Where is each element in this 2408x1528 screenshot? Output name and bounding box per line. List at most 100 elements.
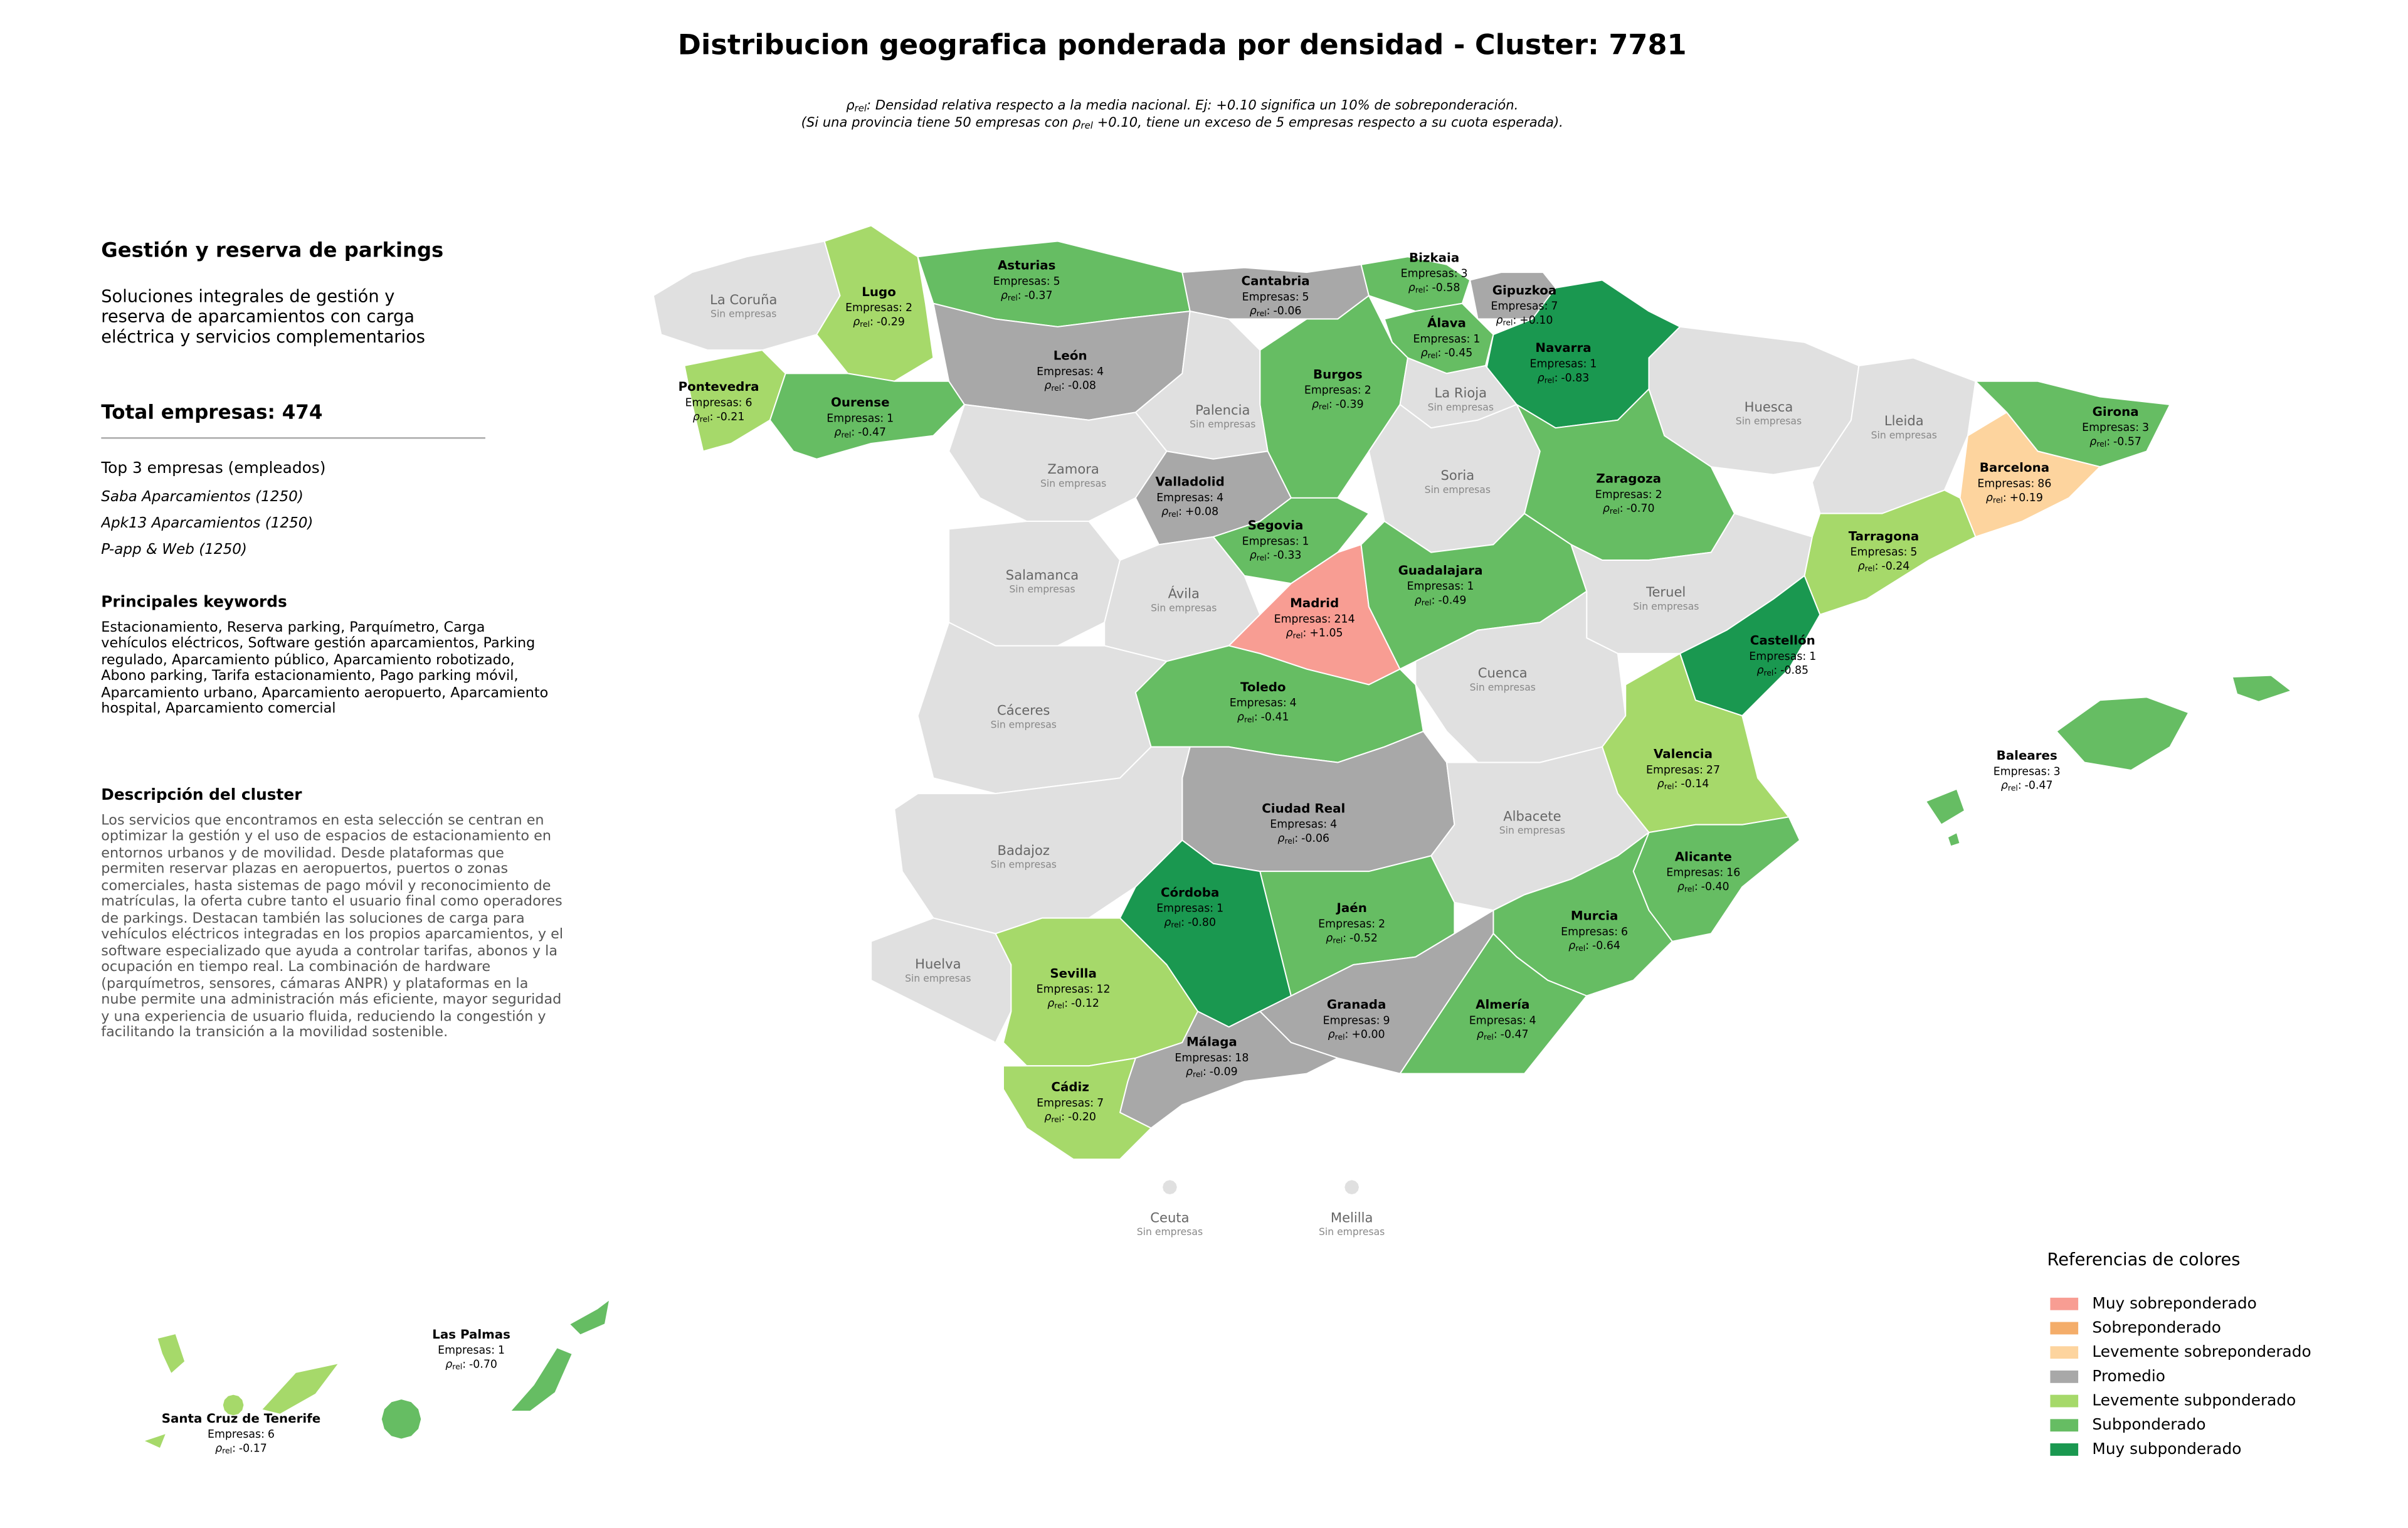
province-rho: ρrel: -0.14 <box>1657 778 1709 790</box>
rho-sep: : <box>2106 436 2110 448</box>
rho-sub: rel <box>1319 401 1329 411</box>
province-name: Ávila <box>1168 586 1200 602</box>
count-value: 4 <box>1290 697 1297 709</box>
rho-value: +0.19 <box>2010 492 2043 504</box>
province-shape <box>142 1432 167 1450</box>
legend-swatch <box>2050 1297 2079 1310</box>
province-count: Empresas: 3 <box>1401 268 1468 280</box>
count-value: 1 <box>1302 535 1309 548</box>
province-name: Navarra <box>1535 341 1591 355</box>
rho-symbol: ρ <box>1001 289 1008 302</box>
province-count: Empresas: 214 <box>1274 613 1355 625</box>
rho-sep: : <box>1178 506 1182 518</box>
province-count: Empresas: 7 <box>1037 1097 1104 1110</box>
province-name: La Coruña <box>710 292 777 307</box>
province-empty: Sin empresas <box>1871 430 1937 441</box>
province-shape <box>1360 256 1471 312</box>
rho-value: +0.08 <box>1185 506 1218 518</box>
rho-sep: : <box>1513 314 1516 327</box>
legend-swatch <box>2050 1443 2079 1456</box>
rho-sep: : <box>1674 778 1678 790</box>
province-name: Castellón <box>1750 634 1815 648</box>
rho-sep: : <box>1585 940 1589 952</box>
province-rho: ρrel: +1.05 <box>1286 627 1343 640</box>
cluster-text: Los servicios que encontramos en esta se… <box>101 813 564 1042</box>
province-shape <box>1946 832 1961 847</box>
rho-value: -0.12 <box>1071 997 1099 1010</box>
province-rho: ρrel: -0.12 <box>1047 997 1099 1010</box>
legend-label: Promedio <box>2092 1367 2165 1385</box>
legend-swatch <box>2050 1322 2079 1335</box>
province-name: Zamora <box>1047 461 1099 477</box>
province-name: Baleares <box>1997 748 2057 763</box>
province-rho: ρrel: -0.49 <box>1415 595 1467 607</box>
count-label: Empresas: <box>1323 1014 1380 1027</box>
province-empty: Sin empresas <box>1425 484 1491 496</box>
rho-sub: rel <box>855 103 867 114</box>
rho-sub: rel <box>1610 506 1620 515</box>
rho-sub: rel <box>222 1446 232 1455</box>
province-count: Empresas: 9 <box>1323 1014 1390 1027</box>
count-value: 6 <box>1621 926 1628 938</box>
rho-value: -0.47 <box>2025 780 2053 792</box>
province-shape <box>221 1393 245 1417</box>
province-count: Empresas: 2 <box>1318 918 1385 931</box>
rho-sep: : <box>2018 780 2022 792</box>
rho-value: -0.58 <box>1432 282 1460 294</box>
rho-symbol: ρ <box>1044 379 1051 392</box>
rho-symbol: ρ <box>1286 627 1293 640</box>
rho-symbol: ρ <box>1161 506 1168 518</box>
panel: Gestión y reserva de parkings Soluciones… <box>101 240 568 1043</box>
rho-sub: rel <box>1545 375 1555 385</box>
rho-sub: rel <box>1415 285 1425 294</box>
count-value: 27 <box>1706 764 1720 777</box>
province-shape <box>2056 696 2190 771</box>
province-count: Empresas: 3 <box>2082 422 2149 434</box>
rho-symbol: ρ <box>1164 916 1171 929</box>
rho-sep: : <box>232 1442 236 1455</box>
legend-title: Referencias de colores <box>2047 1250 2240 1270</box>
count-label: Empresas: <box>1666 867 1723 879</box>
rho-symbol: ρ <box>1044 1111 1051 1123</box>
province-name: Almería <box>1476 997 1529 1012</box>
province-rho: ρrel: +0.00 <box>1328 1029 1385 1041</box>
rho-symbol: ρ <box>2089 436 2096 448</box>
province-name: Palencia <box>1195 402 1250 418</box>
rho-sub: rel <box>1428 350 1438 359</box>
province-name: Tarragona <box>1849 529 1920 543</box>
province-name: Cádiz <box>1051 1080 1089 1094</box>
keywords-heading: Principales keywords <box>101 593 287 611</box>
count-value: 3 <box>1461 268 1468 280</box>
rho-value: -0.57 <box>2113 436 2141 448</box>
count-value: 9 <box>1383 1014 1390 1027</box>
province-name: Barcelona <box>1980 460 2049 475</box>
count-label: Empresas: <box>1977 477 2034 490</box>
count-label: Empresas: <box>1242 535 1299 548</box>
rho-value: -0.20 <box>1068 1111 1096 1123</box>
count-value: 5 <box>1910 546 1917 559</box>
count-label: Empresas: <box>1230 697 1287 709</box>
province-shape <box>568 1298 611 1336</box>
province-count: Empresas: 1 <box>438 1344 505 1357</box>
province-rho: ρrel: -0.70 <box>1603 502 1655 515</box>
rho-sub: rel <box>841 430 851 439</box>
count-value: 1 <box>1590 358 1597 370</box>
province-empty: Sin empresas <box>1137 1226 1203 1238</box>
province-rho: ρrel: -0.17 <box>215 1442 267 1455</box>
province-count: Empresas: 18 <box>1175 1052 1249 1064</box>
rho-sub: rel <box>1193 1069 1203 1078</box>
rho-sub: rel <box>1664 781 1674 790</box>
rho-sub: rel <box>2008 783 2018 792</box>
rho-value: -0.80 <box>1188 916 1216 929</box>
rho-sub: rel <box>1865 563 1875 573</box>
count-value: 2 <box>1365 385 1371 397</box>
province-count: Empresas: 6 <box>208 1428 275 1441</box>
rho-symbol: ρ <box>1421 347 1428 359</box>
count-value: 1 <box>1473 333 1480 346</box>
rho-sep: : <box>1432 595 1435 607</box>
province-count: Empresas: 6 <box>685 396 752 409</box>
rho-value: -0.85 <box>1780 664 1809 677</box>
count-value: 1 <box>1467 580 1474 593</box>
rho-sub: rel <box>1054 1000 1064 1010</box>
